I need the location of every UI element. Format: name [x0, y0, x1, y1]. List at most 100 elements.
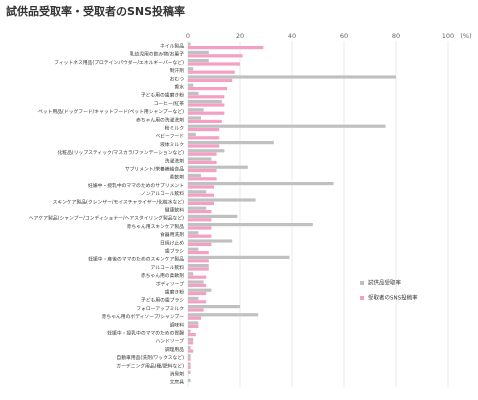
bar: [188, 337, 194, 341]
bar: [188, 349, 194, 353]
bar: [188, 283, 207, 287]
x-tick-label: 60: [340, 32, 348, 40]
bar: [188, 223, 313, 227]
bar: [188, 370, 191, 374]
chart-title: 試供品受取率・受取者のSNS投稿率: [6, 4, 185, 18]
y-tick-label: スキンケア製品(クレンザー/モイスチャライザー/化粧水など): [53, 198, 184, 205]
legend-label: 受取者のSNS投稿率: [368, 294, 418, 302]
bar: [188, 182, 334, 186]
bar: [188, 100, 222, 104]
y-tick-label: 歯ブラシ: [165, 248, 184, 255]
bar: [188, 75, 396, 79]
bar: [188, 288, 212, 292]
bar: [188, 54, 243, 58]
y-tick-label: 妊娠中・産後のママのためのスキンケア製品: [88, 256, 184, 263]
bar: [188, 91, 199, 95]
bar: [188, 136, 220, 140]
bar: [188, 108, 204, 112]
bar: [188, 103, 225, 107]
bar: [188, 46, 264, 50]
bar: [188, 111, 225, 115]
y-tick-label: 消臭剤: [170, 371, 185, 378]
bar: [188, 357, 191, 361]
bar: [188, 275, 207, 279]
bar: [188, 149, 225, 153]
bar: [188, 116, 201, 120]
y-tick-label: コーヒー/紅茶: [154, 100, 185, 107]
bar: [188, 193, 214, 197]
bar: [188, 296, 199, 300]
legend-label: 試供品受取率: [368, 279, 402, 287]
bar: [188, 362, 191, 366]
bar: [188, 321, 199, 325]
bar: [188, 160, 217, 164]
bar: [188, 210, 212, 214]
y-tick-label: 調味料: [170, 321, 185, 328]
bar: [188, 324, 199, 328]
bar: [188, 201, 214, 205]
bar: [188, 206, 207, 210]
x-tick-label: 20: [236, 32, 244, 40]
bar: [188, 264, 209, 268]
bar: [188, 242, 212, 246]
y-tick-label: フォローアップミルク: [136, 306, 184, 312]
y-tick-label: 洗濯洗剤: [165, 157, 184, 164]
bar: [188, 132, 196, 136]
bar: [188, 218, 212, 222]
y-tick-label: ハンドソープ: [156, 339, 185, 345]
y-tick-label: 文房具: [170, 379, 185, 386]
bar: [188, 292, 207, 296]
y-tick-label: ガーデニング用品(種/肥料など): [116, 362, 184, 369]
bar: [188, 59, 209, 63]
bar: [188, 333, 196, 337]
bar: [188, 67, 194, 71]
bar: [188, 305, 240, 309]
y-tick-label: 柔軟剤: [170, 174, 185, 181]
bar: [188, 141, 274, 145]
bar: [188, 95, 225, 99]
bar: [188, 255, 290, 259]
bar: [188, 267, 209, 271]
legend-swatch: [360, 296, 364, 300]
bar: [188, 177, 217, 181]
bar: [188, 83, 194, 87]
bar: [188, 124, 386, 128]
bar: [188, 280, 204, 284]
bar: [188, 300, 207, 304]
bar: [188, 234, 212, 238]
y-tick-label: アルコール飲料: [151, 264, 185, 271]
x-axis-label: (%): [460, 32, 471, 40]
bar: [188, 259, 209, 263]
bar: [188, 231, 199, 235]
bar: [188, 354, 191, 358]
bar: [188, 70, 235, 74]
y-tick-label: 調理用品: [165, 346, 184, 353]
y-tick-label: 赤ちゃん用の柔軟剤: [141, 272, 184, 279]
bar: [188, 62, 240, 66]
bar: [188, 42, 191, 46]
y-tick-label: 自動車用品(洗剤/ワックスなど): [116, 354, 184, 361]
bar: [188, 378, 191, 382]
bar: [188, 119, 222, 123]
bar: [188, 87, 227, 91]
y-tick-label: 妊娠中・授乳中のママのためのサプリメント: [88, 182, 184, 189]
y-tick-label: 日焼け止め: [160, 239, 184, 246]
y-tick-label: ペット用品(ドッグフード/キャットフード/ペット用シャンプーなど): [38, 108, 184, 115]
y-tick-label: 健康飲料: [165, 207, 184, 214]
bar: [188, 313, 259, 317]
legend-swatch: [360, 281, 364, 285]
bar: [188, 346, 191, 350]
bar: [188, 341, 194, 345]
bar: [188, 78, 233, 82]
bar: [188, 157, 212, 161]
y-tick-label: ノンアルコール飲料: [141, 190, 184, 197]
y-tick-label: おむつ: [170, 75, 185, 82]
bar: [188, 198, 256, 202]
bar: [188, 185, 214, 189]
bar: [188, 214, 238, 218]
bar: [188, 247, 199, 251]
bar: [188, 190, 207, 194]
bar: [188, 316, 201, 320]
bar: [188, 239, 233, 243]
